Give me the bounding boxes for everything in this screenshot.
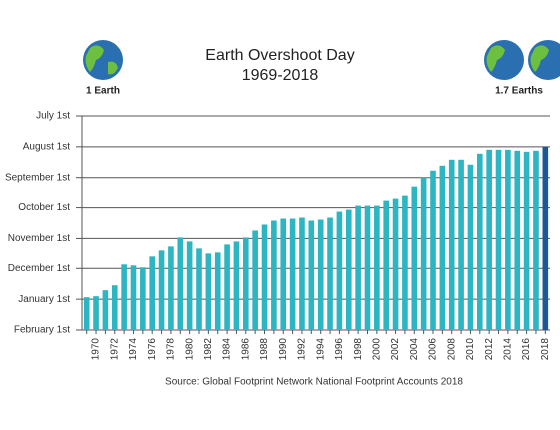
- bar: [196, 248, 202, 330]
- bar: [523, 151, 530, 330]
- x-tick-label: 1978: [166, 338, 177, 361]
- left-label: 1 Earth: [86, 86, 120, 97]
- bar: [121, 264, 127, 330]
- x-tick-label: 1988: [259, 338, 270, 361]
- bar: [130, 265, 137, 330]
- x-tick-label: 2002: [390, 338, 401, 361]
- bar: [158, 250, 165, 330]
- y-tick-label: January 1st: [18, 294, 70, 305]
- bar: [149, 256, 156, 330]
- x-tick-label: 2000: [371, 338, 382, 361]
- bar: [402, 195, 408, 330]
- x-tick-label: 2014: [503, 338, 514, 361]
- bar: [93, 296, 99, 330]
- bar: [308, 220, 315, 330]
- x-tick-label: 2018: [540, 338, 551, 361]
- y-tick-label: February 1st: [14, 325, 70, 336]
- x-tick-label: 2006: [428, 338, 439, 361]
- x-tick-label: 1996: [334, 338, 345, 361]
- chart-title: Earth Overshoot Day: [205, 47, 354, 64]
- bar: [411, 186, 418, 330]
- x-tick-label: 1976: [147, 338, 158, 361]
- x-tick-label: 1974: [128, 338, 139, 361]
- bar: [355, 205, 361, 330]
- right-label: 1.7 Earths: [495, 86, 543, 97]
- y-tick-label: July 1st: [36, 111, 70, 122]
- chart-subtitle: 1969-2018: [242, 67, 319, 84]
- bar: [102, 290, 109, 330]
- source: Source: Global Footprint Network Nationa…: [165, 377, 463, 388]
- bar: [495, 149, 502, 330]
- bar: [505, 149, 511, 330]
- globe-right: [484, 40, 560, 80]
- bar: [514, 150, 521, 330]
- bar: [271, 220, 277, 330]
- bar: [224, 244, 230, 330]
- bar: [533, 150, 539, 330]
- x-tick-label: 2008: [446, 338, 457, 361]
- bar: [233, 241, 240, 330]
- bar: [439, 165, 446, 330]
- bar: [345, 209, 352, 330]
- globe-left: [83, 40, 123, 80]
- bar: [374, 205, 380, 330]
- bar: [392, 198, 399, 330]
- bar: [280, 218, 287, 330]
- bar: [458, 159, 464, 330]
- x-tick-label: 1982: [203, 338, 214, 361]
- bar: [364, 205, 371, 330]
- y-tick-label: September 1st: [5, 172, 70, 183]
- bar: [336, 211, 343, 330]
- x-tick-label: 1998: [353, 338, 364, 361]
- bar: [83, 297, 90, 330]
- x-tick-label: 1984: [222, 338, 233, 361]
- x-tick-label: 1972: [109, 338, 120, 361]
- x-tick-label: 2012: [484, 338, 495, 361]
- x-tick-label: 1986: [240, 338, 251, 361]
- bar: [486, 149, 492, 330]
- y-tick-label: November 1st: [8, 233, 70, 244]
- bar: [289, 218, 296, 330]
- bar: [542, 146, 549, 330]
- bar: [242, 237, 249, 330]
- bar: [327, 217, 333, 330]
- bar: [467, 164, 474, 330]
- bar: [448, 159, 455, 330]
- x-tick-label: 2004: [409, 338, 420, 361]
- x-tick-label: 1990: [278, 338, 289, 361]
- bar: [214, 252, 221, 330]
- bar: [317, 219, 324, 330]
- bar: [168, 246, 174, 330]
- y-tick-label: December 1st: [8, 263, 70, 274]
- x-tick-label: 1994: [315, 338, 326, 361]
- bar: [430, 170, 436, 330]
- y-tick-label: October 1st: [18, 202, 70, 213]
- bar: [252, 230, 258, 330]
- bar: [111, 285, 118, 330]
- x-tick-label: 2010: [465, 338, 476, 361]
- bar: [476, 153, 483, 330]
- bar: [299, 217, 305, 330]
- bar: [383, 200, 390, 330]
- x-tick-label: 1980: [184, 338, 195, 361]
- x-tick-label: 1970: [91, 338, 102, 361]
- bar: [420, 177, 427, 330]
- bar: [186, 241, 193, 330]
- bar: [205, 253, 212, 330]
- bar: [261, 224, 268, 330]
- x-tick-label: 2016: [521, 338, 532, 361]
- x-tick-label: 1992: [297, 338, 308, 361]
- bar: [177, 237, 184, 330]
- bar: [140, 267, 146, 330]
- y-tick-label: August 1st: [23, 141, 70, 152]
